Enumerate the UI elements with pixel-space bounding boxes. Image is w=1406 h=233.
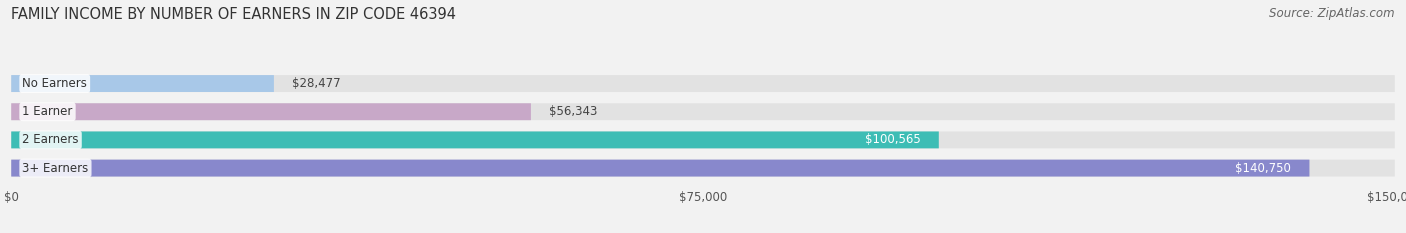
Text: $140,750: $140,750	[1234, 161, 1291, 175]
FancyBboxPatch shape	[11, 160, 1395, 177]
FancyBboxPatch shape	[11, 75, 274, 92]
Text: Source: ZipAtlas.com: Source: ZipAtlas.com	[1270, 7, 1395, 20]
Text: No Earners: No Earners	[22, 77, 87, 90]
FancyBboxPatch shape	[11, 75, 1395, 92]
Text: 1 Earner: 1 Earner	[22, 105, 73, 118]
Text: $100,565: $100,565	[865, 134, 921, 146]
Text: $56,343: $56,343	[550, 105, 598, 118]
FancyBboxPatch shape	[11, 131, 939, 148]
Text: 2 Earners: 2 Earners	[22, 134, 79, 146]
FancyBboxPatch shape	[11, 103, 1395, 120]
Text: $28,477: $28,477	[292, 77, 342, 90]
Text: 3+ Earners: 3+ Earners	[22, 161, 89, 175]
FancyBboxPatch shape	[11, 160, 1309, 177]
FancyBboxPatch shape	[11, 103, 531, 120]
Text: FAMILY INCOME BY NUMBER OF EARNERS IN ZIP CODE 46394: FAMILY INCOME BY NUMBER OF EARNERS IN ZI…	[11, 7, 457, 22]
FancyBboxPatch shape	[11, 131, 1395, 148]
